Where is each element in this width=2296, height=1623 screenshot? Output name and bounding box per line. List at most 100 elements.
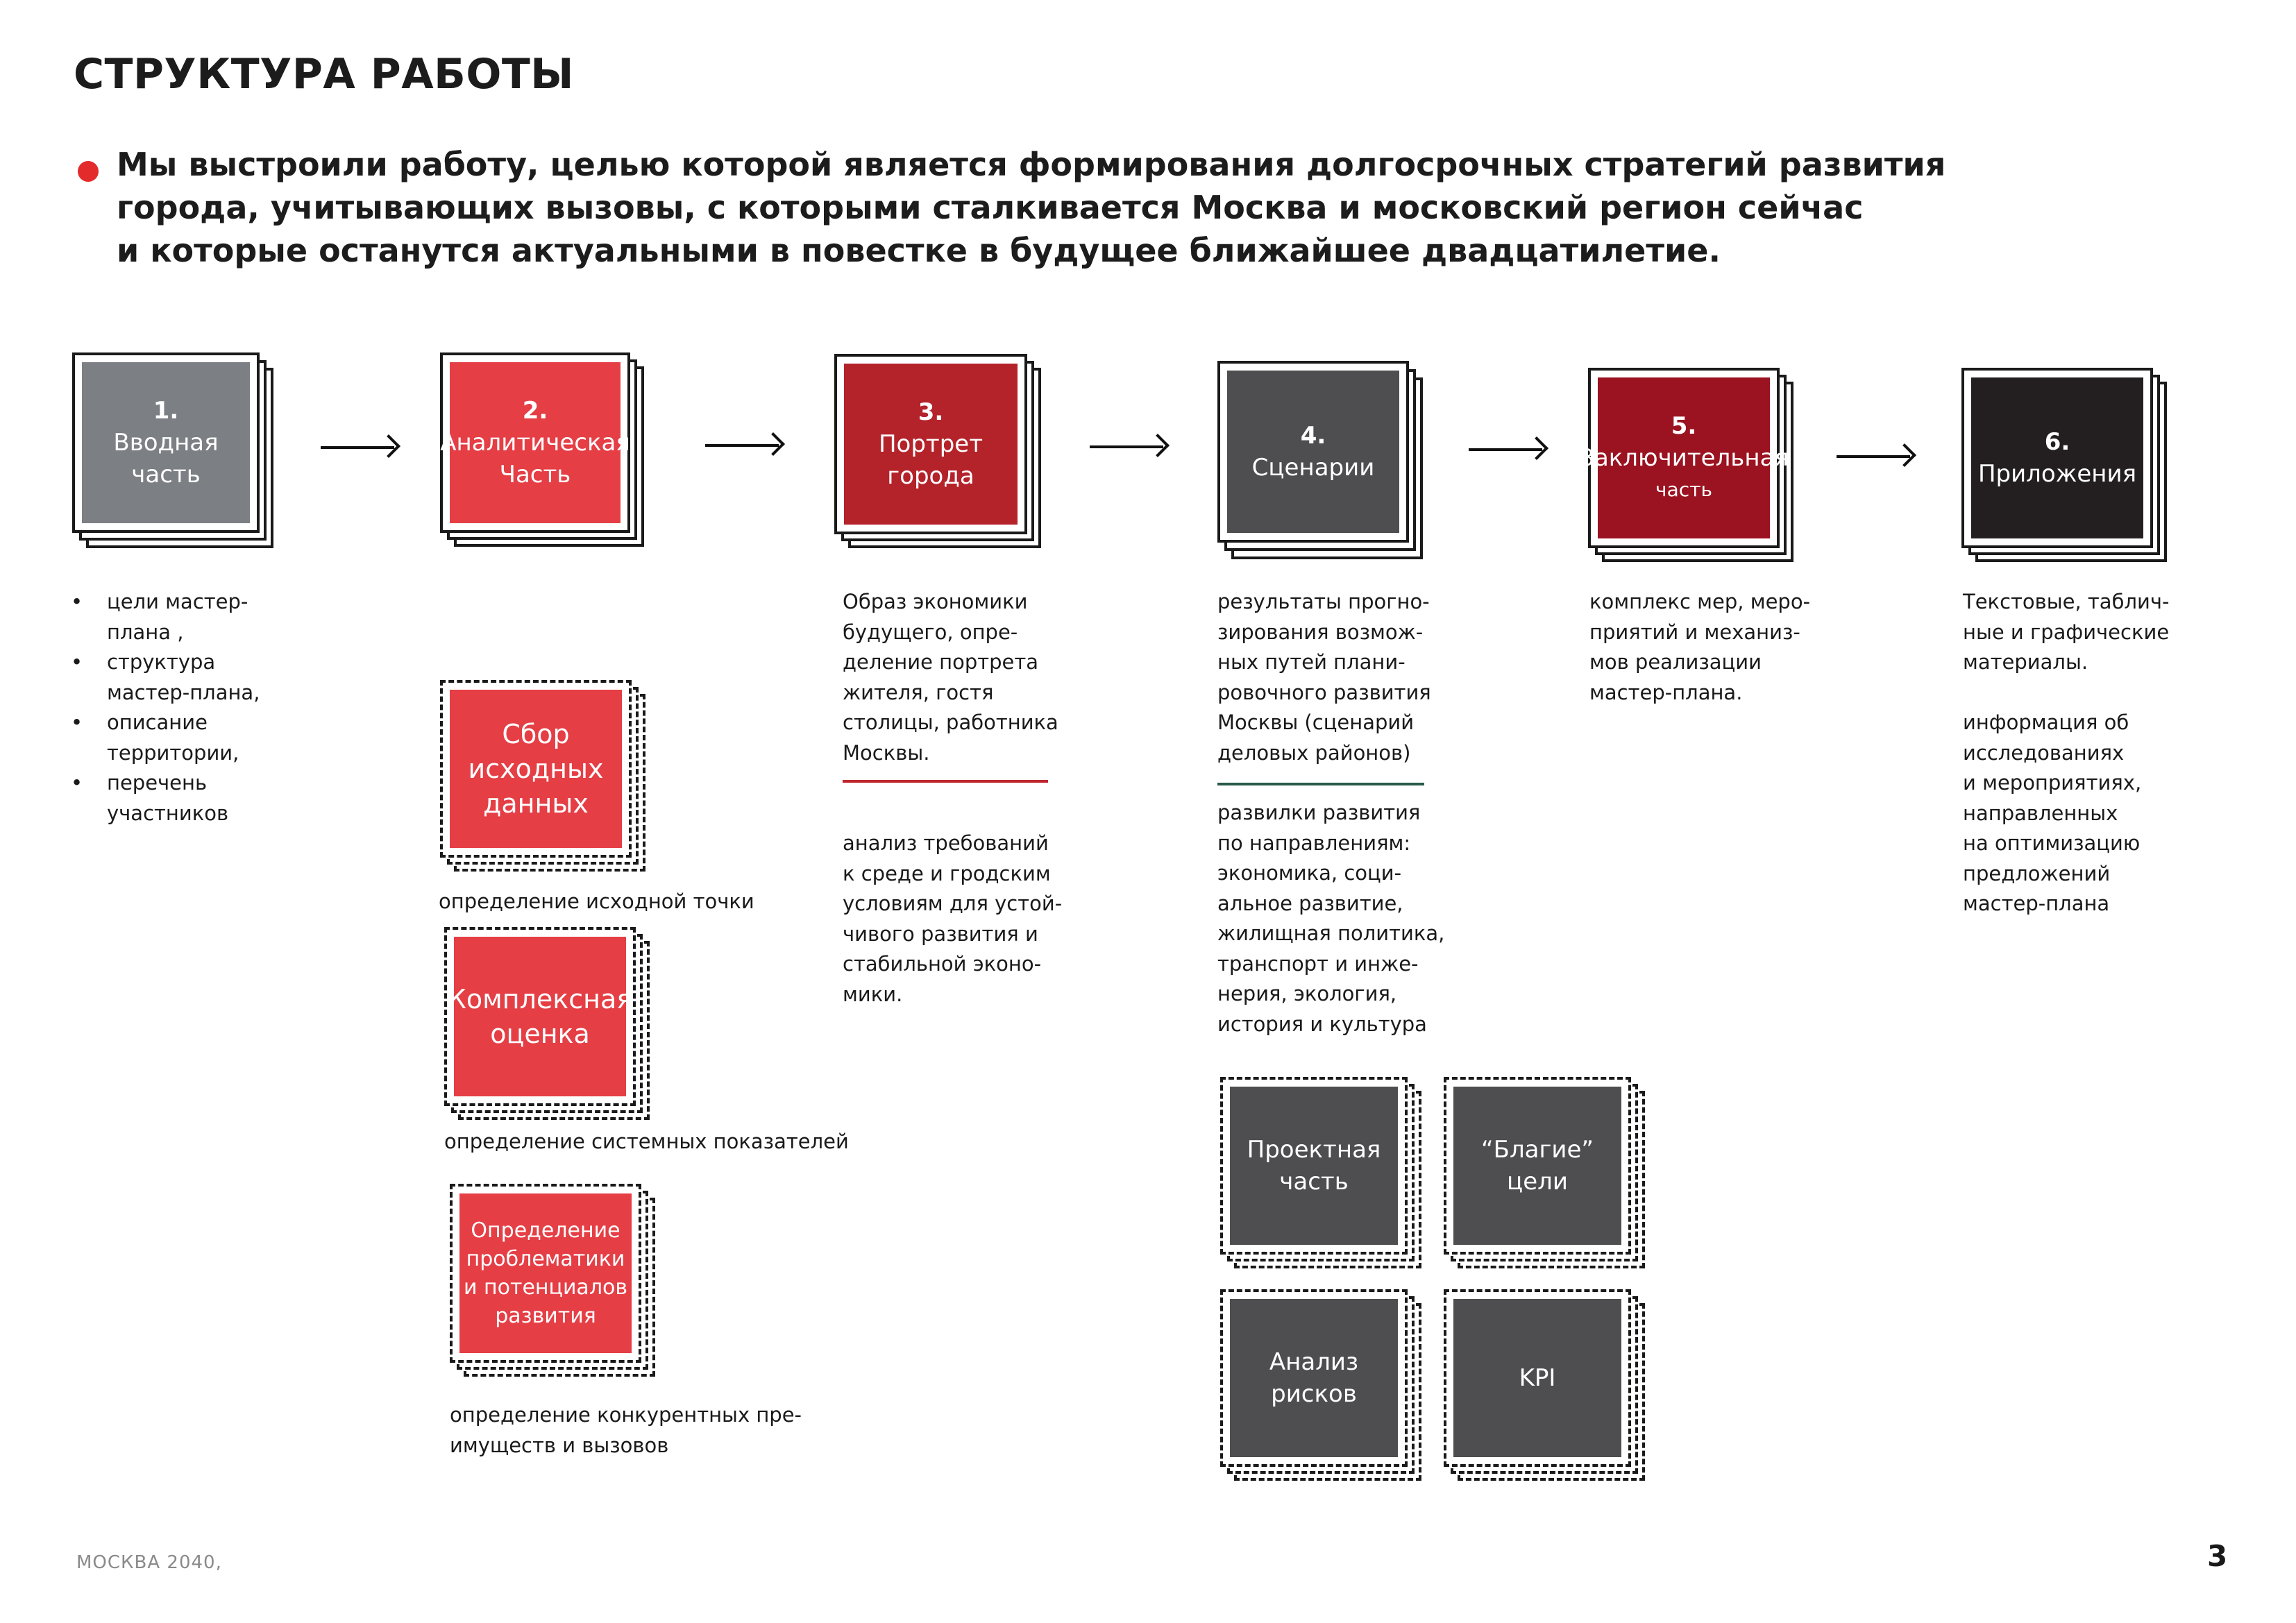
text-line: столицы, работника xyxy=(843,711,1058,734)
sub-card-label: развития xyxy=(495,1304,596,1328)
text-line: на оптимизацию xyxy=(1963,831,2141,855)
text-line: Образ экономики xyxy=(843,590,1028,613)
stage-label: Приложения xyxy=(1977,460,2137,488)
sub-card-label: исходных xyxy=(468,754,604,784)
text-line: результаты прогно- xyxy=(1217,590,1430,613)
sub-card-label: проблематики xyxy=(466,1247,625,1271)
sub-card-problem-definition: Определение проблематики и потенциалов р… xyxy=(450,1184,655,1377)
stage-card-1: 1. Вводная часть xyxy=(72,352,273,548)
divider xyxy=(843,780,1048,783)
text-line: деление портрета xyxy=(843,650,1039,674)
sub-card-project-part: Проектная часть xyxy=(1220,1077,1421,1268)
arrow-right-icon xyxy=(321,446,394,449)
text-line: будущего, опре- xyxy=(843,620,1018,644)
text-line: направленных xyxy=(1963,801,2118,825)
text-line: мики. xyxy=(843,982,903,1006)
list-text: описание xyxy=(107,711,208,734)
stage4-description: результаты прогно- зирования возмож- ных… xyxy=(1217,587,1431,768)
text-line: экономика, соци- xyxy=(1217,861,1402,885)
list-text: участников xyxy=(107,801,229,825)
text-line: чивого развития и xyxy=(843,921,1038,946)
sub-card-label: цели xyxy=(1507,1168,1568,1196)
text-line: ные и графические xyxy=(1963,620,2170,644)
text-line: ных путей плани- xyxy=(1217,650,1406,674)
stage4-directions: развилки развития по направлениям: эконо… xyxy=(1217,798,1444,1039)
sub-card-caption: определение системных показателей xyxy=(444,1130,849,1153)
sub-card-data-collection: Сбор исходных данных xyxy=(440,680,645,872)
sub-card-label: рисков xyxy=(1271,1380,1357,1408)
caption-line: определение конкурентных пре- xyxy=(450,1403,802,1427)
stage-label: Аналитическая xyxy=(440,429,630,457)
list-text: структура xyxy=(107,650,216,674)
sub-card-label: Анализ xyxy=(1269,1348,1359,1376)
stage1-list: • цели мастер- плана , • структура мастер-… xyxy=(71,587,260,829)
stage-label: Портрет xyxy=(878,430,984,458)
intro-line: города, учитывающих вызовы, с которыми с… xyxy=(117,189,1864,226)
list-item: • структура xyxy=(71,647,260,678)
list-bullet: • xyxy=(71,650,83,674)
sub-card-label: Комплексная xyxy=(447,984,633,1014)
sub-card-label: оценка xyxy=(490,1019,590,1049)
divider xyxy=(1217,783,1424,785)
text-line: деловых районов) xyxy=(1217,740,1411,765)
arrow-right-icon xyxy=(705,444,779,447)
sub-card-good-goals: “Благие” цели xyxy=(1444,1077,1645,1268)
text-line: условиям для устой- xyxy=(843,892,1063,915)
text-line: транспорт и инже- xyxy=(1217,951,1419,976)
sub-card-risk-analysis: Анализ рисков xyxy=(1220,1289,1421,1481)
sub-card-label: “Благие” xyxy=(1481,1136,1594,1164)
sub-card-label: и потенциалов xyxy=(463,1275,628,1300)
stage3-analysis: анализ требований к среде и гродским усл… xyxy=(843,829,1062,1010)
stage-label: часть xyxy=(1655,478,1712,501)
list-item: участников xyxy=(71,799,260,829)
stage-label: города xyxy=(887,462,974,490)
text-line: стабильной эконо- xyxy=(843,952,1042,976)
text-line: информация об xyxy=(1963,711,2129,734)
stage6-info: информация об исследованиях и мероприяти… xyxy=(1963,708,2141,919)
sub-card-label: KPI xyxy=(1519,1364,1556,1392)
sub-card-caption: определение исходной точки xyxy=(439,890,754,913)
text-line: ровочного развития xyxy=(1217,680,1431,704)
list-text: цели мастер- xyxy=(107,590,248,613)
footer-label: МОСКВА 2040, xyxy=(76,1552,222,1573)
intro-line: Мы выстроили работу, целью которой являе… xyxy=(117,146,1946,183)
stage-number: 1. xyxy=(153,397,179,425)
text-line: развилки развития xyxy=(1217,801,1421,824)
intro-line: и которые останутся актуальными в повест… xyxy=(117,232,1721,269)
text-line: Текстовые, таблич- xyxy=(1963,590,2170,613)
list-bullet: • xyxy=(71,711,83,734)
stage-label: Сценарии xyxy=(1251,454,1375,482)
sub-card-label: Сбор xyxy=(502,719,570,749)
text-line: Москвы (сценарий xyxy=(1217,711,1415,734)
stage-label: часть xyxy=(131,461,201,488)
text-line: исследованиях xyxy=(1963,740,2125,765)
list-item: плана , xyxy=(71,618,260,648)
stage-label: Заключительная xyxy=(1579,444,1789,472)
text-line: Москвы. xyxy=(843,740,930,765)
list-item: • описание xyxy=(71,708,260,738)
text-line: анализ требований xyxy=(843,831,1049,855)
sub-card-complex-assessment: Комплексная оценка xyxy=(444,927,650,1120)
list-item: мастер-плана, xyxy=(71,678,260,708)
page-number: 3 xyxy=(2207,1539,2228,1573)
list-text: плана , xyxy=(107,620,184,644)
sub-card-caption: определение конкурентных пре- имуществ и… xyxy=(450,1400,802,1461)
sub-card-label: Определение xyxy=(471,1218,621,1243)
list-bullet: • xyxy=(71,771,83,794)
text-line: комплекс мер, меро- xyxy=(1589,590,1811,613)
intro-bullet-icon xyxy=(78,161,99,182)
stage5-description: комплекс мер, меро- приятий и механиз- м… xyxy=(1589,587,1810,708)
stage-number: 5. xyxy=(1671,412,1697,440)
text-line: мов реализации xyxy=(1589,650,1762,674)
list-item: • перечень xyxy=(71,768,260,799)
list-item: • цели мастер- xyxy=(71,587,260,618)
text-line: и мероприятиях, xyxy=(1963,771,2142,794)
text-line: мастер-плана xyxy=(1963,892,2110,915)
text-line: к среде и гродским xyxy=(843,861,1051,885)
text-line: мастер-плана. xyxy=(1589,680,1743,704)
list-text: перечень xyxy=(107,771,208,794)
stage-card-6: 6. Приложения xyxy=(1961,368,2167,562)
page-title: СТРУКТУРА РАБОТЫ xyxy=(74,50,574,99)
stage6-description: Текстовые, таблич- ные и графические мат… xyxy=(1963,587,2169,678)
list-text: территории, xyxy=(107,740,239,765)
